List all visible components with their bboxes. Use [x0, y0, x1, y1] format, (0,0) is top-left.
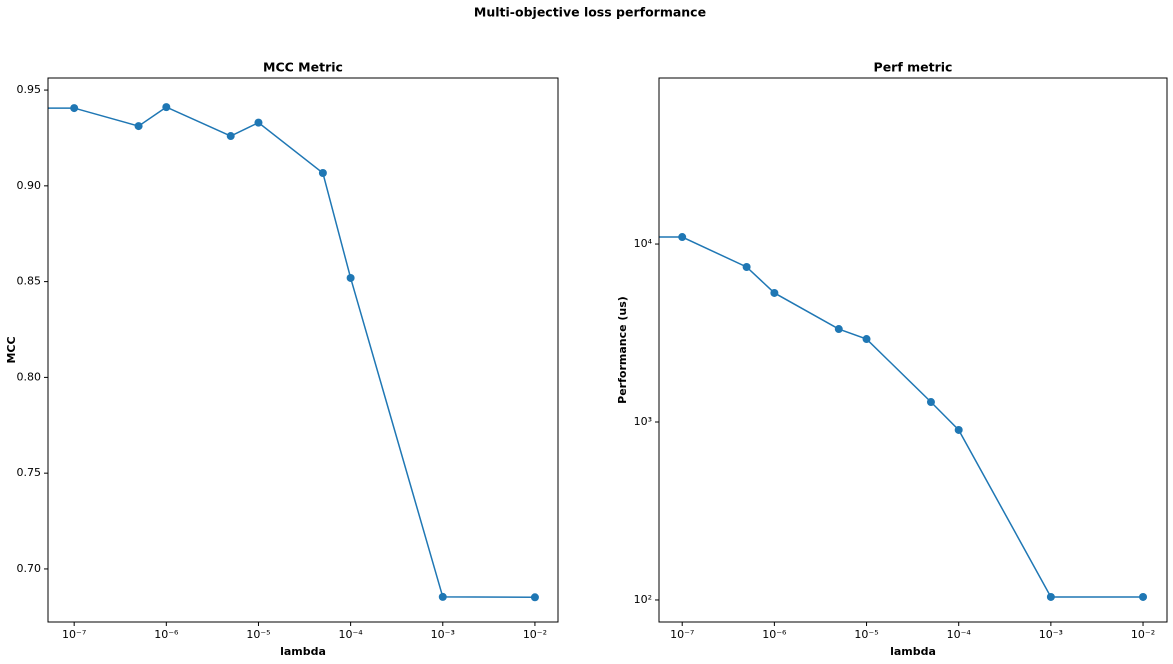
data-point — [954, 425, 963, 434]
x-tick-label: 10⁻⁴ — [339, 628, 364, 641]
data-point — [346, 273, 355, 282]
axes-title: Perf metric — [874, 60, 953, 75]
y-axis-label: Performance (us) — [616, 296, 629, 404]
y-tick-label: 0.90 — [17, 179, 42, 192]
y-tick-label: 10⁴ — [634, 237, 653, 250]
data-point — [70, 104, 79, 113]
x-tick-label: 10⁻² — [1131, 628, 1155, 641]
x-tick-label: 10⁻² — [523, 628, 547, 641]
data-point — [254, 118, 263, 127]
x-axis-label: lambda — [280, 645, 326, 658]
data-line — [48, 106, 535, 599]
data-point — [1046, 592, 1055, 601]
y-tick-label: 10² — [634, 593, 652, 606]
data-point — [834, 325, 843, 334]
data-point — [318, 169, 327, 178]
axes-frame — [47, 77, 559, 623]
x-tick-label: 10⁻³ — [431, 628, 455, 641]
y-tick-label: 0.70 — [17, 562, 42, 575]
data-point — [1139, 592, 1148, 601]
y-tick-label: 10³ — [634, 415, 652, 428]
y-tick-label: 0.85 — [17, 275, 42, 288]
x-tick-label: 10⁻⁷ — [670, 628, 694, 641]
x-tick-label: 10⁻⁷ — [62, 628, 86, 641]
data-line — [659, 236, 1144, 598]
data-point — [134, 122, 143, 131]
x-axis-label: lambda — [890, 645, 936, 658]
data-point — [770, 288, 779, 297]
x-tick-label: 10⁻⁴ — [947, 628, 972, 641]
y-axis-label: MCC — [5, 336, 18, 363]
data-point — [162, 103, 171, 112]
x-tick-label: 10⁻³ — [1039, 628, 1063, 641]
y-tick-label: 0.80 — [17, 370, 42, 383]
data-point — [226, 132, 235, 141]
data-point — [862, 335, 871, 344]
x-tick-label: 10⁻⁵ — [854, 628, 878, 641]
data-point — [530, 593, 539, 602]
y-tick-label: 0.95 — [17, 83, 42, 96]
y-tick-label: 0.75 — [17, 466, 42, 479]
x-tick-label: 10⁻⁵ — [246, 628, 270, 641]
x-tick-label: 10⁻⁶ — [154, 628, 179, 641]
data-point — [926, 398, 935, 407]
data-point — [438, 592, 447, 601]
data-point — [742, 262, 751, 271]
data-point — [678, 233, 687, 242]
x-tick-label: 10⁻⁶ — [762, 628, 787, 641]
axes-title: MCC Metric — [263, 60, 343, 75]
figure-title: Multi-objective loss performance — [474, 5, 706, 20]
axes-frame — [658, 77, 1168, 623]
